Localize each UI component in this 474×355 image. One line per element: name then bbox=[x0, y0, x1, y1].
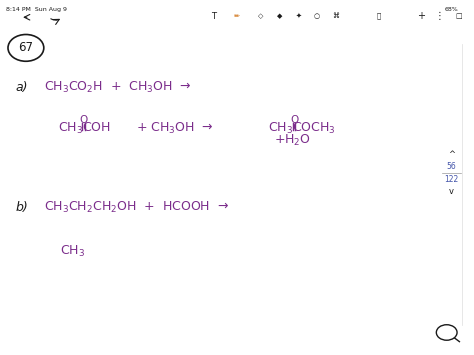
Text: O: O bbox=[290, 115, 299, 125]
Text: a): a) bbox=[16, 81, 28, 94]
Text: O: O bbox=[79, 115, 87, 125]
Text: ◆: ◆ bbox=[277, 13, 282, 19]
Text: $\mathregular{CH_3}$: $\mathregular{CH_3}$ bbox=[60, 244, 85, 259]
Text: b): b) bbox=[16, 201, 28, 214]
Text: ✦: ✦ bbox=[295, 13, 301, 19]
Text: v: v bbox=[449, 187, 454, 196]
Text: T: T bbox=[211, 12, 216, 21]
Text: $\mathregular{CH_3}$COCH$\mathregular{_3}$: $\mathregular{CH_3}$COCH$\mathregular{_3… bbox=[268, 121, 336, 136]
Text: + $\mathregular{CH_3}$OH  →: + $\mathregular{CH_3}$OH → bbox=[136, 121, 213, 136]
Text: $\mathregular{CH_3CH_2CH_2OH}$  +  HCOOH  →: $\mathregular{CH_3CH_2CH_2OH}$ + HCOOH → bbox=[44, 200, 229, 215]
Text: +H$\mathregular{_2}$O: +H$\mathregular{_2}$O bbox=[274, 133, 311, 148]
Text: 67: 67 bbox=[18, 42, 33, 54]
Text: 8:14 PM  Sun Aug 9: 8:14 PM Sun Aug 9 bbox=[6, 7, 67, 12]
Text: ⋮: ⋮ bbox=[435, 11, 445, 21]
Text: 56: 56 bbox=[447, 163, 456, 171]
Text: 🎤: 🎤 bbox=[376, 13, 381, 20]
Text: $\mathregular{CH_3}$COH: $\mathregular{CH_3}$COH bbox=[58, 121, 111, 136]
Text: $\mathregular{CH_3CO_2H}$  +  $\mathregular{CH_3OH}$  →: $\mathregular{CH_3CO_2H}$ + $\mathregula… bbox=[44, 80, 191, 95]
Text: ✏: ✏ bbox=[234, 13, 240, 19]
Text: 68%: 68% bbox=[445, 7, 458, 12]
Text: ^: ^ bbox=[448, 150, 455, 159]
Text: ◇: ◇ bbox=[258, 13, 263, 19]
Text: ⌘: ⌘ bbox=[332, 13, 339, 19]
Text: +: + bbox=[417, 11, 425, 21]
Text: 122: 122 bbox=[444, 175, 458, 184]
Text: ○: ○ bbox=[314, 13, 320, 19]
Text: □: □ bbox=[455, 13, 462, 19]
